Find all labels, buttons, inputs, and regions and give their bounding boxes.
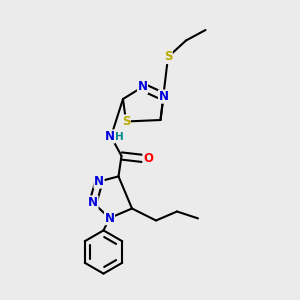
Text: N: N — [104, 212, 115, 225]
Text: N: N — [94, 175, 104, 188]
Text: S: S — [122, 115, 130, 128]
Text: N: N — [158, 90, 169, 103]
Text: O: O — [143, 152, 153, 165]
Text: S: S — [164, 50, 172, 64]
Text: N: N — [137, 80, 148, 94]
Text: H: H — [115, 132, 124, 142]
Text: N: N — [88, 196, 98, 209]
Text: N: N — [104, 130, 115, 143]
